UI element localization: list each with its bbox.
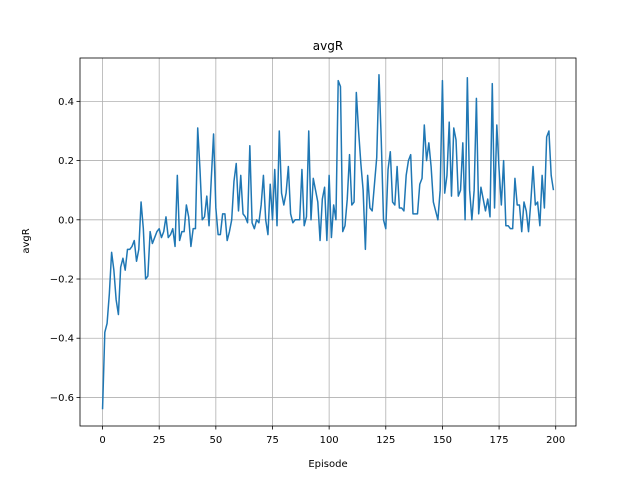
x-axis-label: Episode bbox=[308, 459, 347, 470]
x-tick-label: 175 bbox=[490, 435, 509, 446]
data-line bbox=[101, 73, 555, 410]
x-tick-label: 125 bbox=[376, 435, 395, 446]
plot-frame bbox=[79, 57, 577, 427]
y-tick-label: 0.2 bbox=[58, 156, 74, 167]
x-tick-label: 0 bbox=[99, 435, 105, 446]
chart-title: avgR bbox=[313, 39, 343, 53]
x-tick-label: 200 bbox=[546, 435, 565, 446]
x-tick-label: 100 bbox=[320, 435, 339, 446]
y-axis-label: avgR bbox=[21, 228, 32, 253]
y-tick-label: −0.2 bbox=[50, 275, 74, 286]
y-tick-label: −0.4 bbox=[50, 334, 74, 345]
y-tick-label: −0.6 bbox=[50, 393, 74, 404]
x-tick-label: 150 bbox=[433, 435, 452, 446]
x-tick-label: 75 bbox=[266, 435, 279, 446]
x-tick-label: 25 bbox=[153, 435, 166, 446]
y-tick-label: 0.0 bbox=[58, 215, 74, 226]
y-tick-label: 0.4 bbox=[58, 97, 74, 108]
x-tick-label: 50 bbox=[209, 435, 222, 446]
